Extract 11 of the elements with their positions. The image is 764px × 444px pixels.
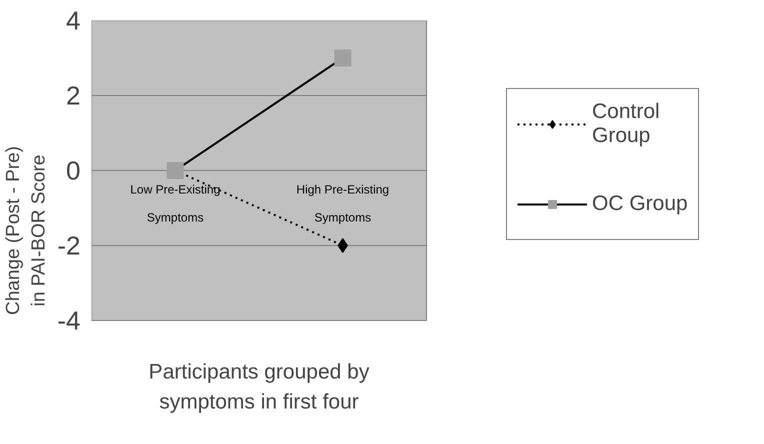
x-tick-label: High Pre-Existing Symptoms [296, 182, 390, 224]
y-tick-label: 0 [66, 156, 81, 186]
x-axis-title: Participants grouped by symptoms in first four [148, 360, 370, 414]
y-tick-label: -4 [57, 306, 81, 336]
y-tick-label: 4 [66, 6, 81, 36]
x-tick-label: Low Pre-Existing Symptoms [130, 182, 220, 224]
legend-label: OC Group [592, 191, 688, 217]
y-tick-label: 2 [66, 80, 81, 110]
y-axis-title: Change (Post - Pre) in PAI-BOR Score [3, 146, 50, 315]
legend-label: Control Group [592, 99, 660, 149]
y-tick-label: -2 [57, 230, 81, 260]
